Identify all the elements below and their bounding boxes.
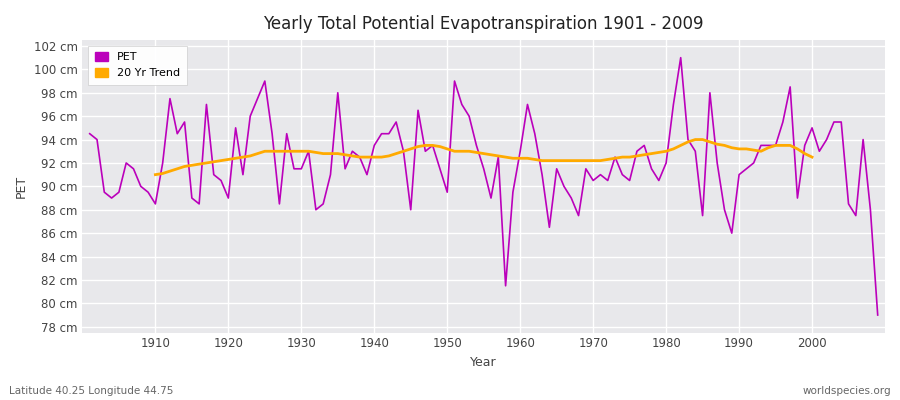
Legend: PET, 20 Yr Trend: PET, 20 Yr Trend: [88, 46, 186, 85]
Text: Latitude 40.25 Longitude 44.75: Latitude 40.25 Longitude 44.75: [9, 386, 174, 396]
Text: worldspecies.org: worldspecies.org: [803, 386, 891, 396]
Y-axis label: PET: PET: [15, 175, 28, 198]
X-axis label: Year: Year: [471, 356, 497, 369]
Title: Yearly Total Potential Evapotranspiration 1901 - 2009: Yearly Total Potential Evapotranspiratio…: [264, 15, 704, 33]
